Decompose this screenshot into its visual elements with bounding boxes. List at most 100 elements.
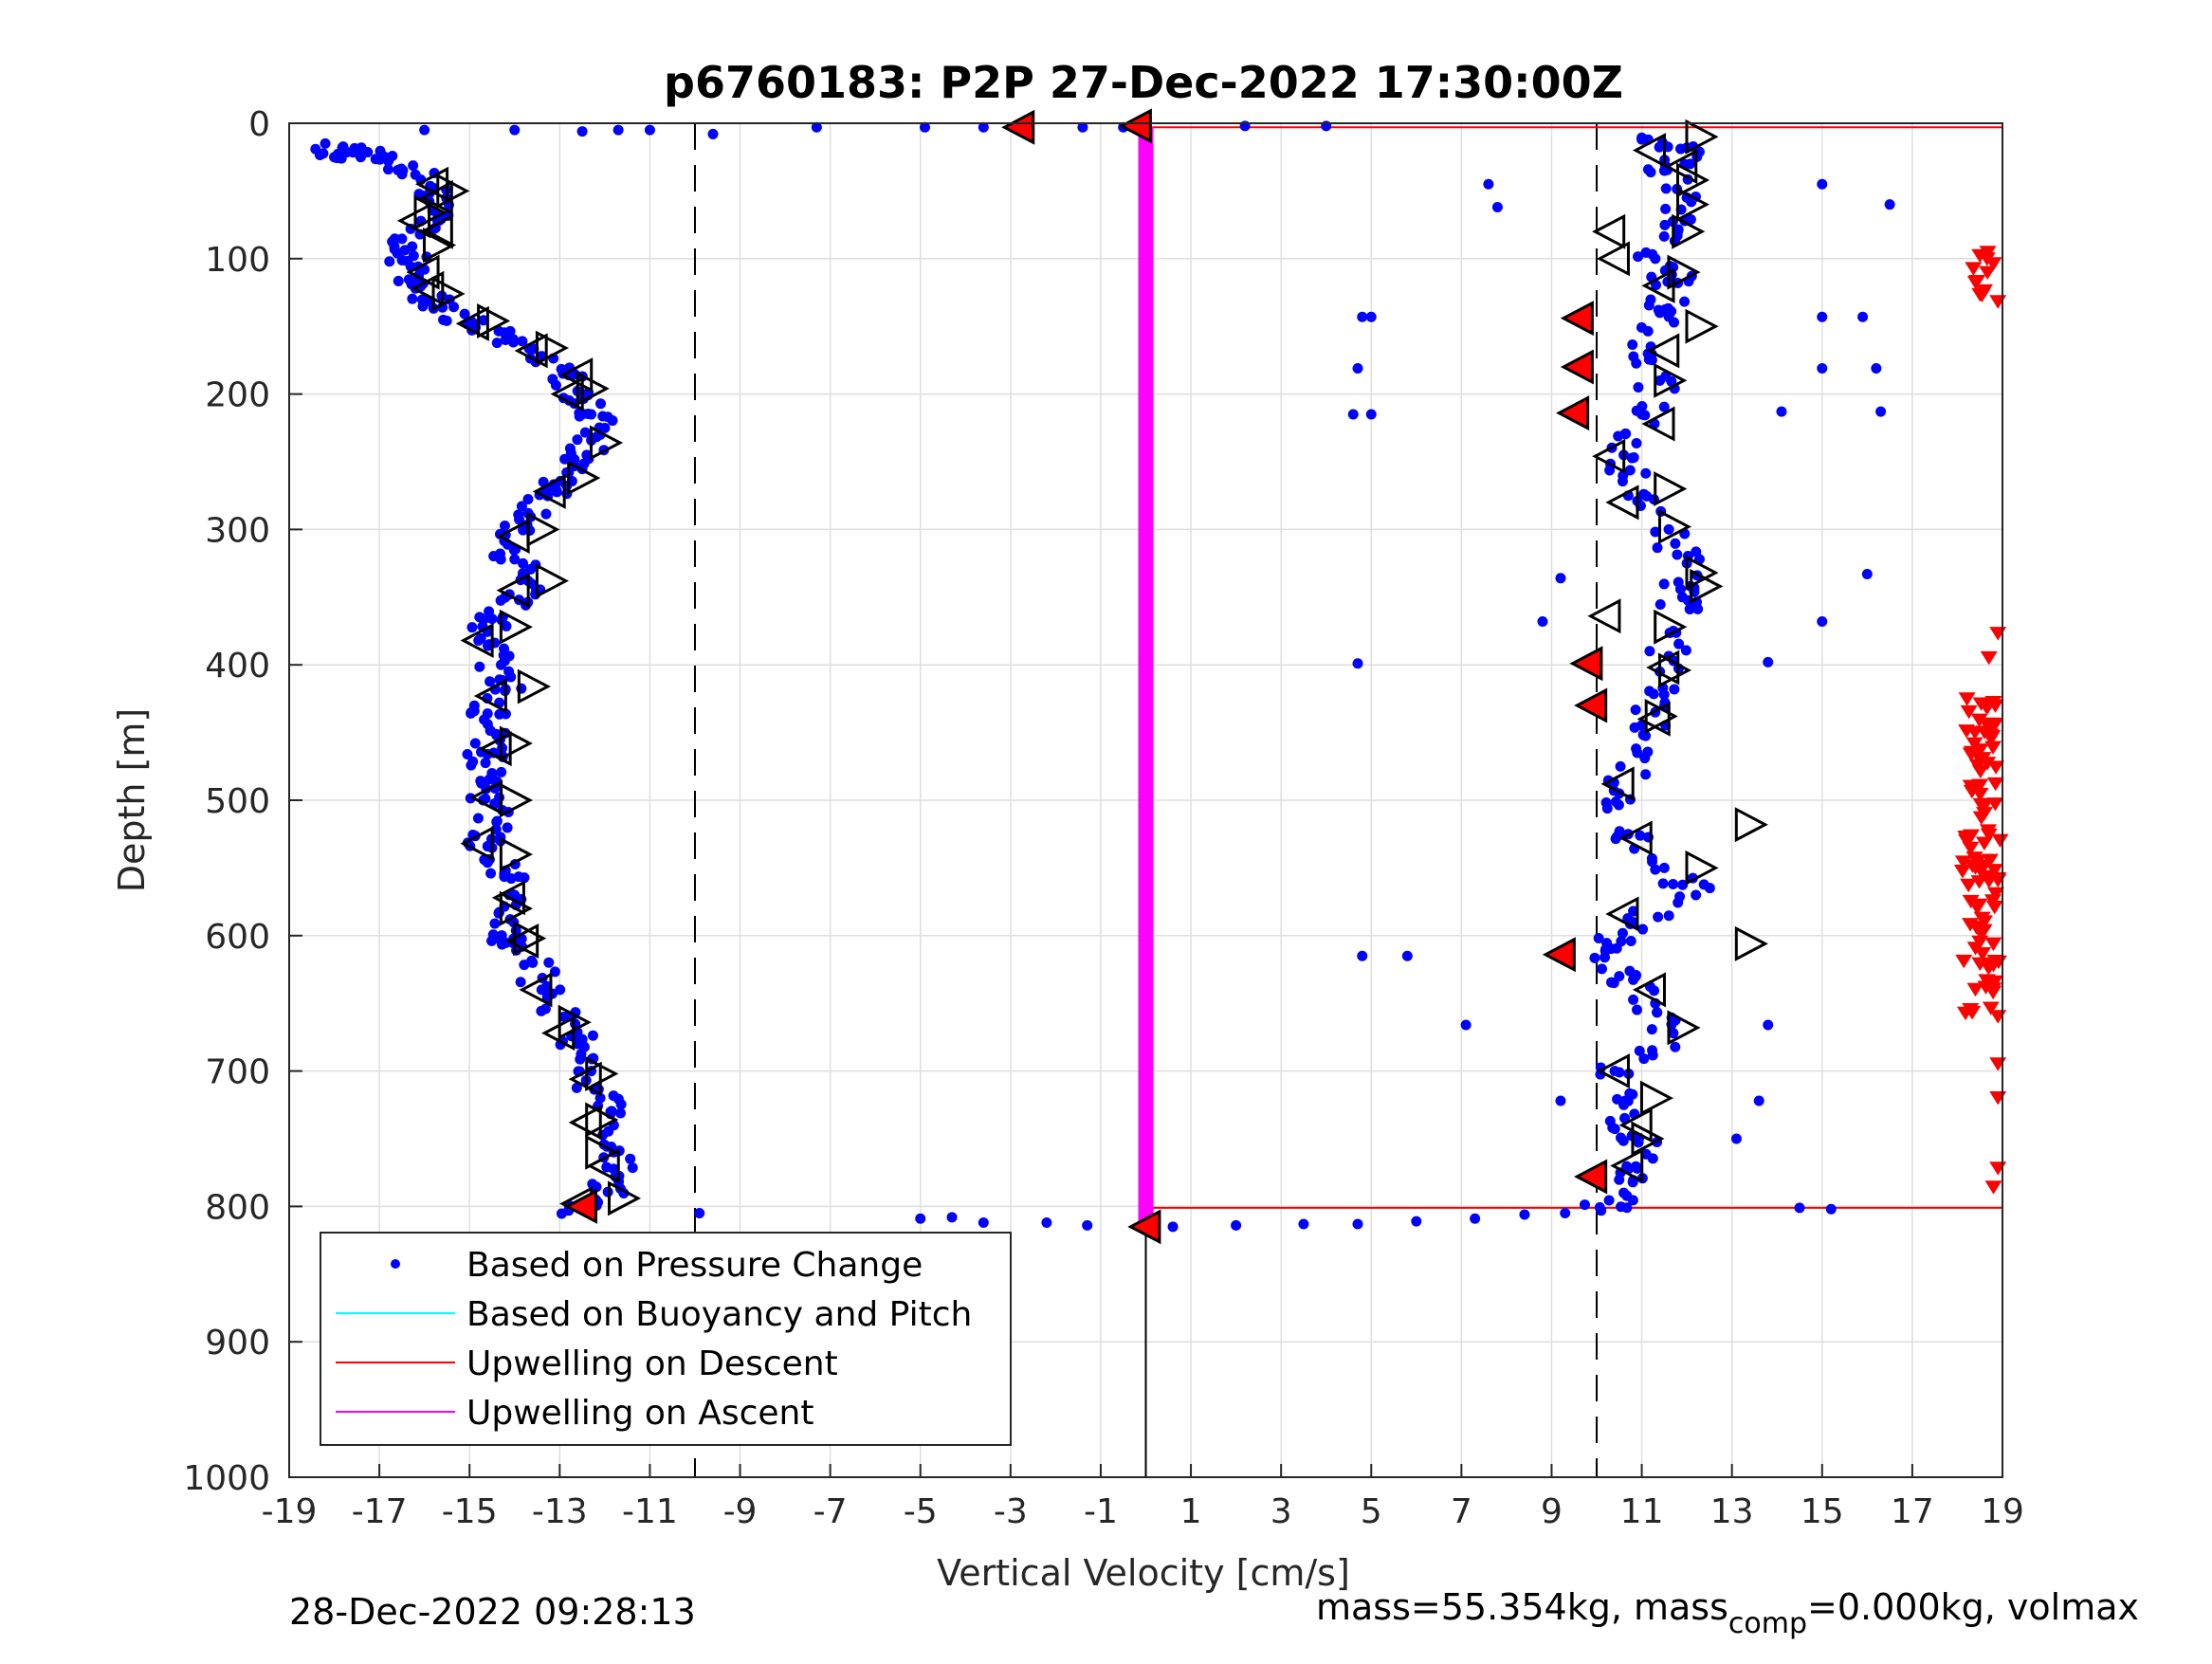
upwelling-descent-marker-fill [1965, 851, 1983, 866]
upwelling-descent-marker-fill [1986, 887, 2004, 902]
pressure-point-fill [1630, 704, 1641, 716]
upwelling-descent-marker-fill [1968, 274, 1986, 289]
left-triangle-marker-43 [1618, 1107, 1653, 1143]
pressure-point-ascent_profile-24 [509, 554, 521, 565]
pressure-point-fill [517, 336, 528, 347]
pressure-point-fill [1673, 638, 1685, 649]
x-tick-label-12: 5 [1361, 1492, 1382, 1531]
right-triangle-marker-9 [526, 511, 560, 547]
pressure-point-fill [1619, 429, 1631, 440]
pressure-point-fill [332, 153, 343, 164]
pressure-point-fill [338, 141, 349, 153]
pressure-point-fill [1668, 878, 1679, 889]
upwelling-descent-marker-fill [1965, 262, 1983, 276]
left-triangle-marker-7 [514, 333, 548, 369]
x-tick-label-0: -19 [262, 1492, 318, 1531]
pressure-point-fill [486, 935, 498, 946]
left-triangle-marker-26 [1632, 133, 1666, 169]
pressure-point-fill [1654, 599, 1666, 611]
pressure-point-outliers-11 [1817, 362, 1828, 374]
right-triangle-marker-19 [585, 1055, 619, 1091]
pressure-point-fill [482, 857, 493, 869]
pressure-point-fill [310, 143, 321, 155]
legend-box [320, 1232, 1012, 1446]
pressure-point-fill [1606, 977, 1618, 988]
upwelling-descent-marker-fill [1979, 700, 1997, 715]
pressure-point-fill [1613, 799, 1624, 811]
y-tick-label-1: 100 [205, 241, 270, 280]
pressure-point-fill [1614, 1067, 1625, 1078]
pressure-point-fill [1631, 743, 1642, 755]
upwelling-descent-marker-fill [1975, 923, 1993, 938]
reference-lines [693, 123, 2002, 1477]
red-filled-marker-1 [1118, 108, 1152, 144]
x-tick-label-1: -17 [352, 1492, 408, 1531]
right-triangle-marker-15 [499, 836, 533, 872]
pressure-point-fill [1617, 476, 1628, 487]
upwelling-descent-marker-fill [1973, 911, 1991, 926]
y-tick-label-7: 700 [205, 1053, 270, 1092]
pressure-point-fill [518, 558, 529, 569]
pressure-point-fill [1659, 219, 1671, 230]
legend-swatch-pressure [391, 1259, 400, 1269]
pressure-point-outliers-27 [1730, 1133, 1742, 1144]
right-triangle-marker-7 [589, 425, 624, 461]
pressure-point-fill [1652, 542, 1663, 554]
pressure-point-surface_row-4 [644, 124, 655, 136]
pressure-point-outliers-9 [1817, 311, 1828, 322]
pressure-point-fill [496, 766, 507, 777]
right-triangle-marker-33 [1690, 568, 1724, 604]
pressure-point-fill [1636, 400, 1648, 411]
red-filled-marker-7 [1542, 937, 1576, 973]
pressure-point-fill [522, 493, 534, 504]
right-triangle-marker-4 [477, 303, 511, 338]
pressure-point-fill [1612, 1093, 1623, 1105]
pressure-point-fill [407, 241, 418, 252]
pressure-point-bottom_row-11 [1470, 1213, 1481, 1224]
pressure-point-fill [615, 1099, 627, 1110]
x-tick-label-10: 1 [1180, 1492, 1202, 1531]
pressure-point-bottom_row-15 [1825, 1203, 1837, 1215]
pressure-point-outliers-2 [1817, 178, 1828, 190]
pressure-point-fill [1650, 526, 1661, 538]
pressure-point-fill [1600, 945, 1611, 957]
pressure-point-fill [540, 508, 552, 520]
pressure-point-fill [1677, 879, 1689, 890]
pressure-point-fill [551, 485, 562, 496]
pressure-point-fill [480, 758, 491, 769]
left-triangle-marker-28 [1592, 213, 1626, 249]
pressure-point-fill [1653, 911, 1664, 923]
pressure-point-fill [1646, 1024, 1657, 1035]
pressure-point-fill [1659, 303, 1671, 315]
pressure-point-fill [475, 632, 486, 644]
y-axis-label: Depth [m] [111, 708, 153, 893]
pressure-point-fill [1603, 1195, 1615, 1206]
left-triangle-marker-40 [1605, 896, 1639, 932]
upwelling-descent-marker-5 [1980, 650, 1998, 666]
pressure-point-fill [556, 1208, 567, 1219]
upwelling-descent-marker-fill [1982, 1001, 2000, 1015]
pressure-point-bottom_row-14 [1794, 1202, 1805, 1214]
pressure-point-outliers-5 [1365, 311, 1377, 322]
right-triangle-marker-27 [1667, 254, 1701, 290]
pressure-point-bottom_row-9 [1352, 1218, 1363, 1230]
upwelling-descent-marker-fill [1979, 246, 1997, 260]
right-triangle-marker-12 [517, 668, 552, 704]
pressure-point-fill [1658, 230, 1670, 242]
x-tick-label-4: -11 [622, 1492, 678, 1531]
left-triangle-marker-3 [419, 213, 453, 249]
right-triangle-marker-6 [576, 371, 610, 407]
pressure-point-fill [1680, 645, 1691, 656]
right-triangle-marker-11 [499, 609, 533, 645]
pressure-point-fill [1611, 942, 1622, 954]
pressure-point-fill [1634, 1045, 1645, 1056]
pressure-point-fill [502, 822, 513, 833]
pressure-point-descent_profile-22 [1658, 862, 1670, 873]
pressure-point-fill [587, 1030, 598, 1041]
upwelling-descent-marker-fill [1963, 829, 1981, 843]
pressure-point-fill [393, 275, 404, 286]
upwelling-descent-marker-fill [1955, 954, 1973, 969]
pressure-point-fill [572, 434, 583, 446]
pressure-point-fill [1632, 1004, 1643, 1015]
pressure-point-outliers-15 [1861, 569, 1873, 580]
